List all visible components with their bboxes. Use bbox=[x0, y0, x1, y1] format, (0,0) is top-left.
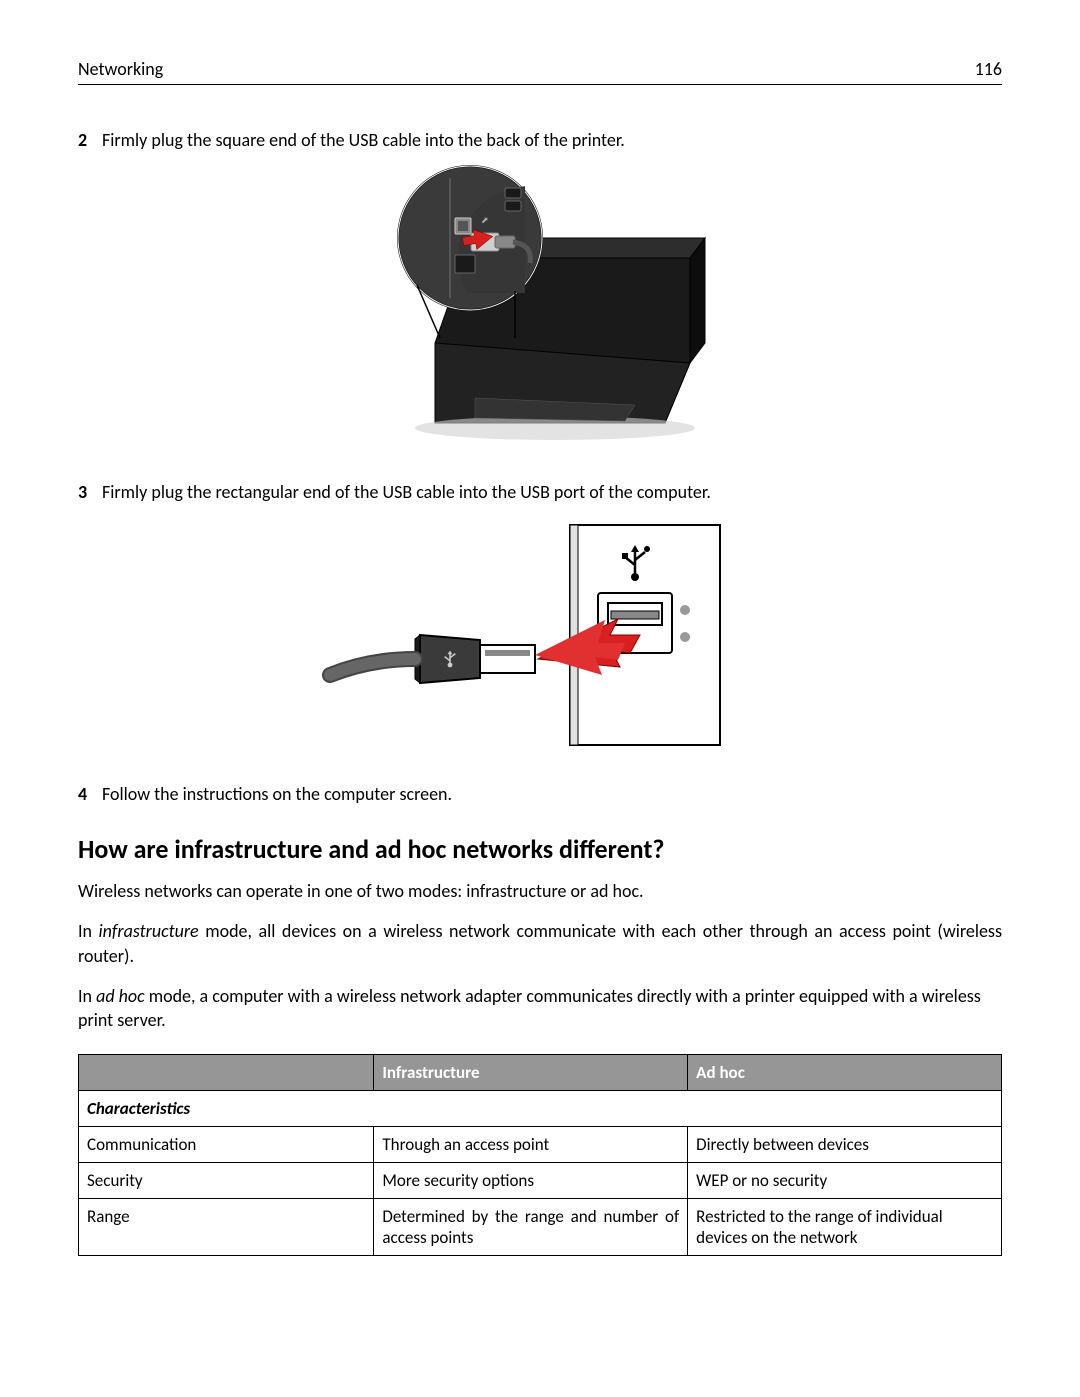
table-row: Range Determined by the range and number… bbox=[79, 1199, 1002, 1256]
table-section-row: Characteristics bbox=[79, 1091, 1002, 1127]
table-header-infra: Infrastructure bbox=[374, 1055, 688, 1091]
step-number: 2 bbox=[78, 129, 102, 151]
paragraph-1: Wireless networks can operate in one of … bbox=[78, 879, 1002, 903]
paragraph-2: In infrastructure mode, all devices on a… bbox=[78, 919, 1002, 968]
svg-text:⬈: ⬈ bbox=[481, 215, 489, 226]
table-row: Communication Through an access point Di… bbox=[79, 1127, 1002, 1163]
table-header-adhoc: Ad hoc bbox=[688, 1055, 1002, 1091]
section-heading: How are infrastructure and ad hoc networ… bbox=[78, 833, 1002, 865]
step-text: Firmly plug the rectangular end of the U… bbox=[102, 481, 1002, 503]
table-cell: Range bbox=[79, 1199, 374, 1256]
table-cell: Security bbox=[79, 1163, 374, 1199]
table-cell: Communication bbox=[79, 1127, 374, 1163]
step-text: Follow the instructions on the computer … bbox=[102, 783, 1002, 805]
table-row: Security More security options WEP or no… bbox=[79, 1163, 1002, 1199]
para3-suffix: mode, a computer with a wireless network… bbox=[78, 985, 981, 1031]
table-cell: WEP or no security bbox=[688, 1163, 1002, 1199]
table-cell: Restricted to the range of individual de… bbox=[688, 1199, 1002, 1256]
printer-illustration: ⬈ bbox=[78, 163, 1002, 453]
table-header-row: Infrastructure Ad hoc bbox=[79, 1055, 1002, 1091]
step-number: 4 bbox=[78, 783, 102, 805]
step-number: 3 bbox=[78, 481, 102, 503]
para3-prefix: In bbox=[78, 985, 96, 1007]
step-4: 4 Follow the instructions on the compute… bbox=[78, 783, 1002, 805]
header-title: Networking bbox=[78, 58, 163, 80]
usb-illustration bbox=[78, 515, 1002, 755]
step-2: 2 Firmly plug the square end of the USB … bbox=[78, 129, 1002, 151]
paragraph-3: In ad hoc mode, a computer with a wirele… bbox=[78, 984, 1002, 1033]
table-cell: More security options bbox=[374, 1163, 688, 1199]
table-cell: Through an access point bbox=[374, 1127, 688, 1163]
table-header-empty bbox=[79, 1055, 374, 1091]
table-section-label: Characteristics bbox=[79, 1091, 1002, 1127]
printer-svg: ⬈ bbox=[355, 163, 725, 453]
comparison-table: Infrastructure Ad hoc Characteristics Co… bbox=[78, 1054, 1002, 1256]
para2-suffix: mode, all devices on a wireless network … bbox=[78, 920, 1002, 966]
para3-em: ad hoc bbox=[96, 985, 145, 1007]
step-3: 3 Firmly plug the rectangular end of the… bbox=[78, 481, 1002, 503]
page-header: Networking 116 bbox=[78, 58, 1002, 85]
usb-svg bbox=[320, 515, 760, 755]
table-cell: Determined by the range and number of ac… bbox=[374, 1199, 688, 1256]
table-cell: Directly between devices bbox=[688, 1127, 1002, 1163]
step-text: Firmly plug the square end of the USB ca… bbox=[102, 129, 1002, 151]
para2-em: infrastructure bbox=[99, 920, 199, 942]
para2-prefix: In bbox=[78, 920, 99, 942]
header-page-number: 116 bbox=[975, 58, 1002, 80]
